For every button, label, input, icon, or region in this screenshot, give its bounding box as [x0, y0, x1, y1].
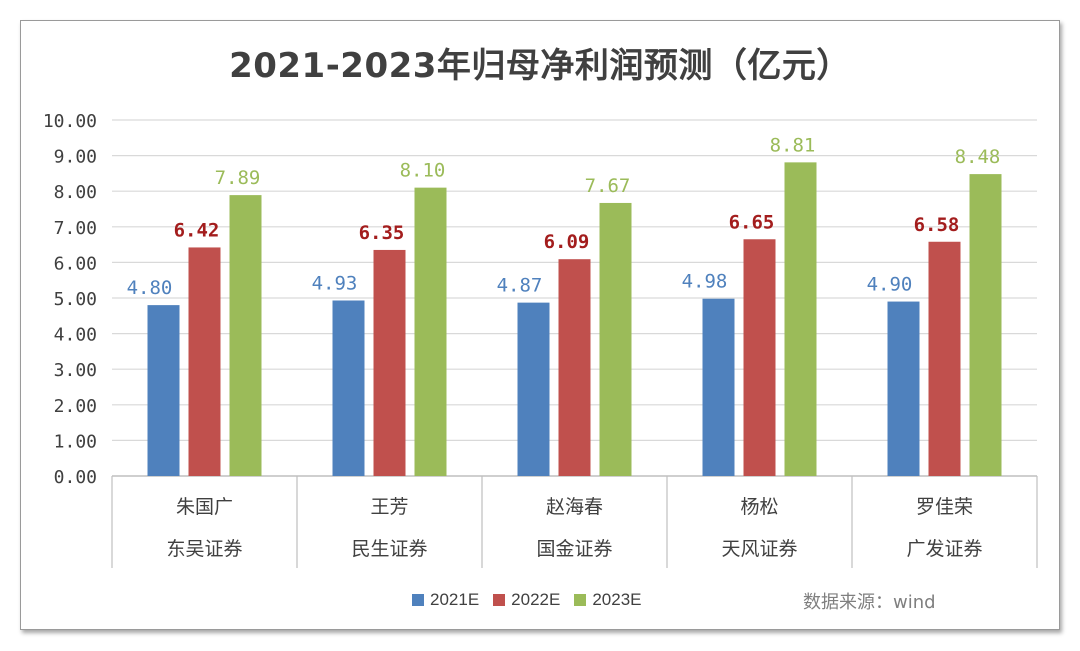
- bar: [229, 195, 262, 476]
- data-label: 8.81: [770, 134, 816, 156]
- bar: [188, 247, 221, 476]
- x-category-firm-label: 东吴证券: [166, 538, 242, 560]
- legend-item-2021e: 2021E: [412, 590, 479, 610]
- bar: [147, 305, 180, 476]
- bar: [332, 300, 365, 476]
- data-label: 4.93: [312, 272, 358, 294]
- y-tick-label: 2.00: [54, 396, 97, 417]
- bar: [558, 259, 591, 476]
- legend-item-2022e: 2022E: [493, 590, 560, 610]
- data-label: 6.09: [544, 231, 590, 253]
- legend-label-2023e: 2023E: [592, 590, 642, 609]
- x-category-firm-label: 天风证券: [721, 538, 797, 560]
- bar: [373, 249, 406, 476]
- legend-swatch-2022e: [493, 594, 506, 606]
- y-tick-label: 0.00: [54, 467, 97, 488]
- bar: [784, 162, 817, 476]
- x-category-firm-label: 民生证券: [351, 538, 427, 560]
- data-label: 8.48: [955, 146, 1001, 168]
- bar: [599, 202, 632, 476]
- legend-swatch-2021e: [412, 594, 424, 606]
- data-label: 6.35: [359, 222, 405, 244]
- data-label: 4.87: [497, 275, 543, 297]
- data-label: 6.42: [174, 219, 220, 241]
- x-category-firm-label: 国金证券: [536, 538, 612, 560]
- x-category-analyst-label: 王芳: [370, 496, 408, 518]
- chart-title: 2021-2023年归母净利润预测（亿元）: [229, 46, 851, 86]
- x-category-analyst-label: 杨松: [740, 496, 778, 518]
- y-tick-label: 6.00: [54, 253, 97, 274]
- legend-label-2022e: 2022E: [511, 590, 561, 609]
- legend-label-2021e: 2021E: [430, 590, 480, 609]
- data-label: 4.90: [867, 274, 913, 296]
- bar: [887, 301, 920, 476]
- x-category-analyst-label: 罗佳荣: [916, 496, 973, 518]
- y-tick-label: 5.00: [54, 289, 97, 310]
- y-tick-label: 9.00: [54, 147, 97, 168]
- data-label: 8.10: [400, 160, 446, 182]
- data-label: 7.67: [585, 175, 631, 197]
- data-label: 7.89: [215, 167, 261, 189]
- y-tick-label: 4.00: [54, 325, 97, 346]
- y-tick-label: 1.00: [54, 431, 97, 452]
- data-label: 4.98: [682, 271, 728, 293]
- y-tick-label: 10.00: [43, 111, 97, 132]
- data-label: 6.65: [729, 211, 775, 233]
- bar: [414, 187, 447, 476]
- source-note: 数据来源：wind: [803, 592, 936, 613]
- legend: 2021E 2022E 2023E: [412, 590, 656, 610]
- bar: [928, 241, 961, 476]
- legend-item-2023e: 2023E: [574, 590, 642, 610]
- legend-swatch-2023e: [574, 594, 587, 606]
- bar: [743, 239, 776, 476]
- data-label: 6.58: [914, 214, 960, 236]
- bar: [517, 302, 550, 476]
- y-tick-label: 3.00: [54, 360, 97, 381]
- data-label: 4.80: [127, 277, 173, 299]
- x-category-analyst-label: 赵海春: [546, 496, 603, 518]
- y-tick-label: 8.00: [54, 182, 97, 203]
- bar: [702, 298, 735, 476]
- y-tick-label: 7.00: [54, 218, 97, 239]
- bar: [969, 174, 1002, 476]
- x-category-firm-label: 广发证券: [906, 538, 982, 560]
- x-category-analyst-label: 朱国广: [176, 496, 233, 518]
